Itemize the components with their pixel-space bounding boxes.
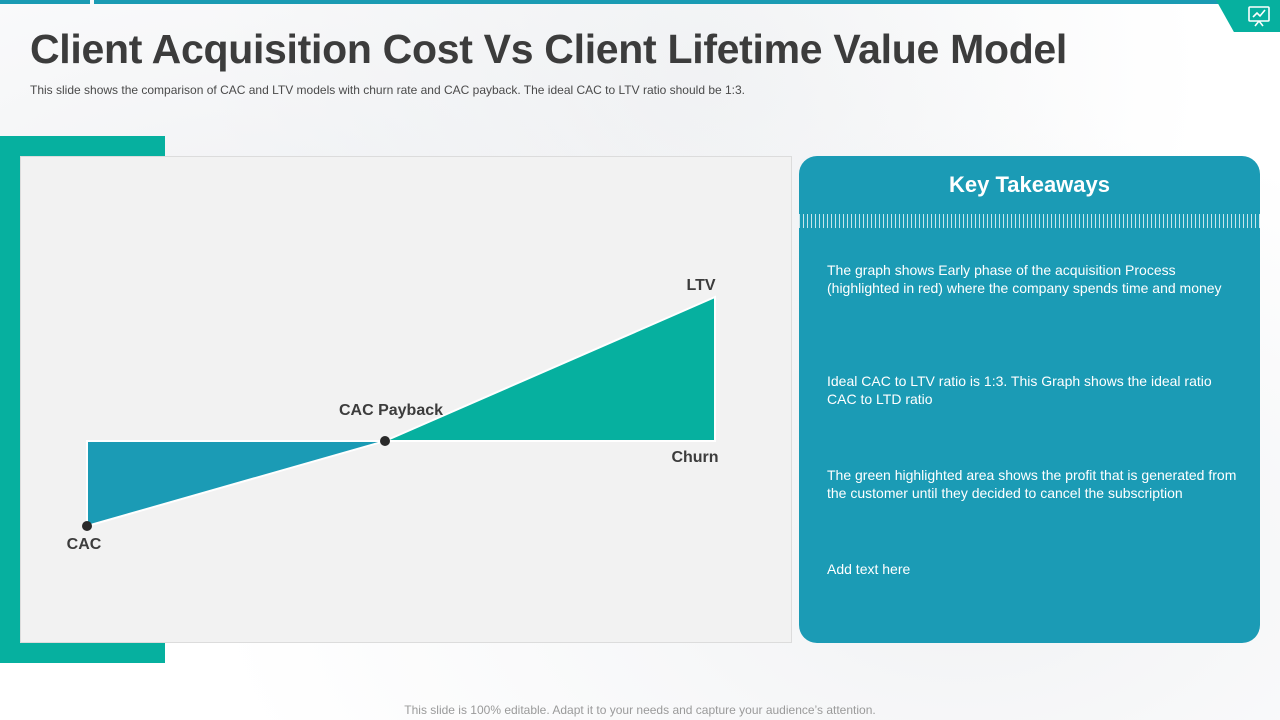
takeaway-item: Add text here [827,561,911,577]
profit-area [384,295,716,442]
cac-ltv-diagram: LTV CAC Payback Churn CAC [67,277,719,553]
ltv-label: LTV [686,277,715,294]
cac-point [82,521,92,531]
diagram-panel: LTV CAC Payback Churn CAC [20,156,792,643]
takeaway-item: Ideal CAC to LTV ratio is 1:3. This Grap… [827,373,1212,407]
key-takeaways-heading: Key Takeaways [948,172,1111,197]
footer-note: This slide is 100% editable. Adapt it to… [404,703,876,717]
cac-label: CAC [67,536,102,553]
page-subtitle: This slide shows the comparison of CAC a… [30,83,746,97]
key-takeaways-panel: Key Takeaways The graph shows Early phas… [799,156,1260,643]
top-accent-bar-left [0,0,90,4]
cac-payback-label: CAC Payback [339,402,443,419]
churn-label: Churn [671,449,718,466]
hatch-divider [799,214,1260,228]
page-title: Client Acquisition Cost Vs Client Lifeti… [30,26,1068,72]
cost-area [86,440,386,528]
takeaway-item: The graph shows Early phase of the acqui… [827,262,1222,296]
cac-payback-point [380,436,390,446]
takeaway-item: The green highlighted area shows the pro… [827,467,1237,501]
top-accent-bar [94,0,1220,4]
presentation-icon [1248,6,1270,27]
